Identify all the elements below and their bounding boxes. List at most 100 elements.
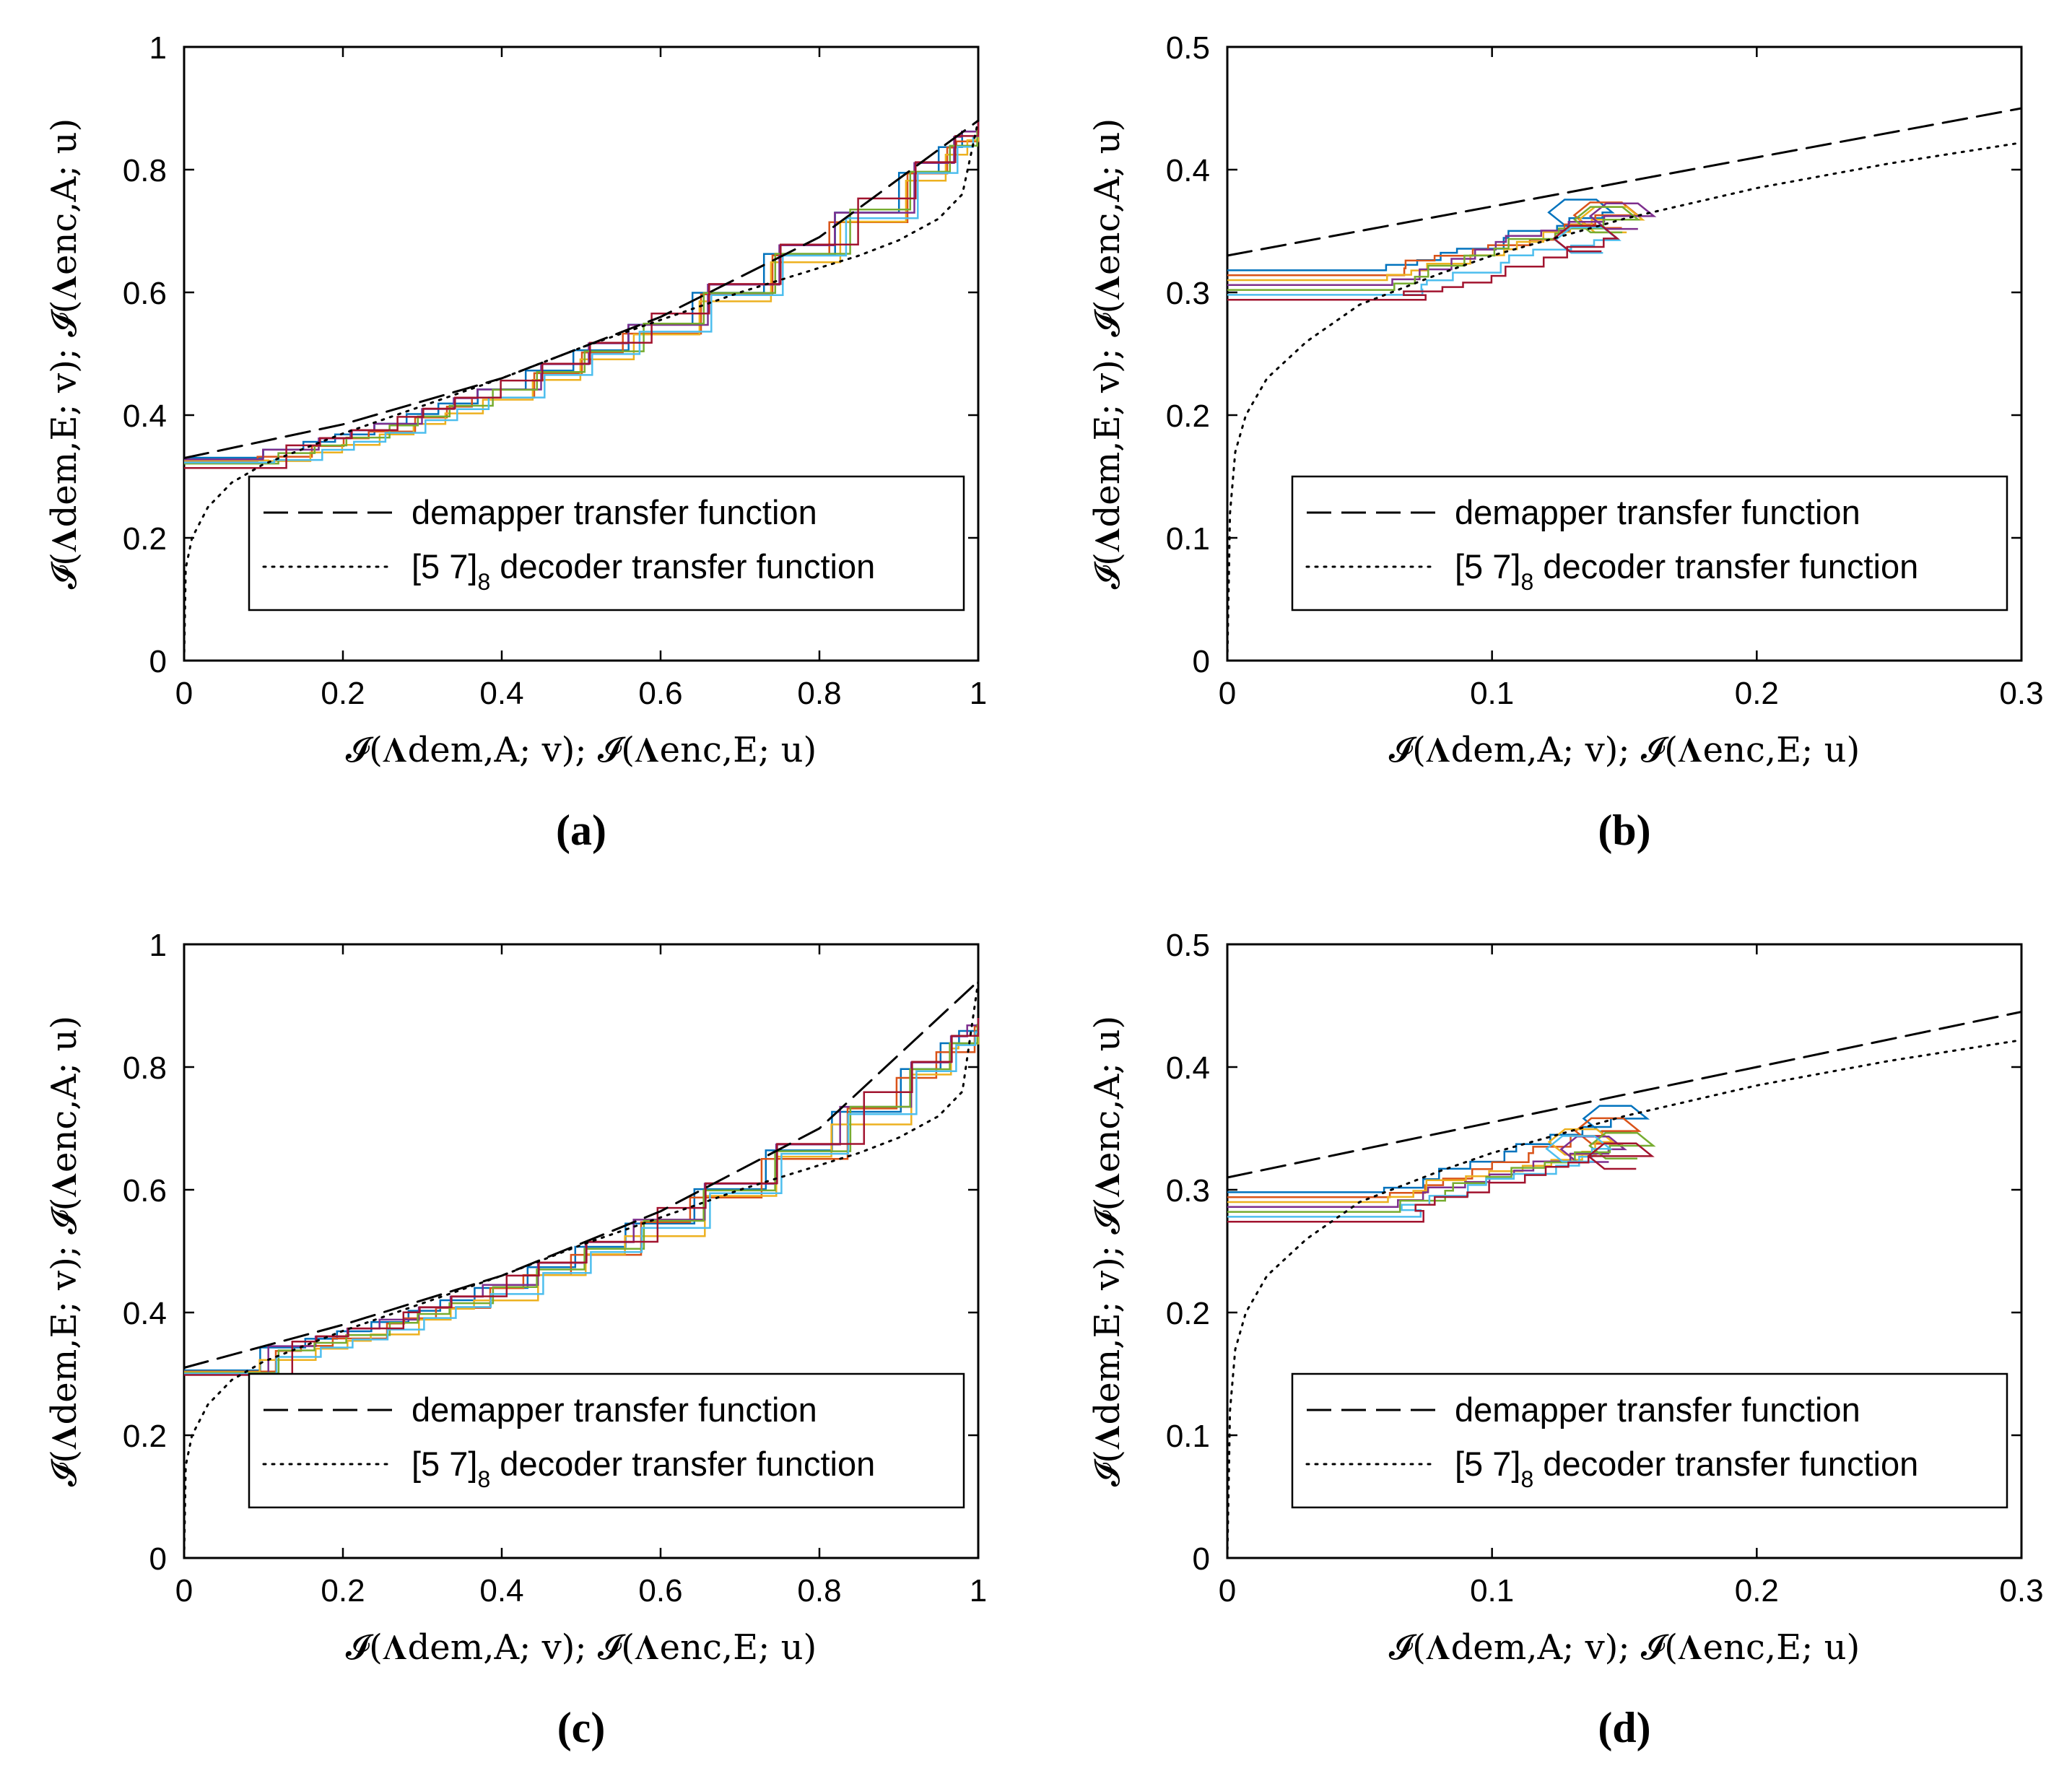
legend-box [248,1372,965,1509]
x-tick-label: 0.2 [1735,676,1779,711]
y-tick-label: 0.4 [123,399,167,434]
trajectory-line [184,1025,978,1372]
legend-demapper-label: demapper transfer function [1455,1390,1860,1429]
x-tick-label: 0.2 [1735,1573,1779,1609]
x-tick-label: 0.8 [797,1573,841,1609]
trajectory-line [184,126,980,465]
panel-b: 0 0.1 0.2 0.3 0 0.1 0.2 0.3 0.4 0.5 demapper trans… [1087,30,2044,854]
x-tick-label: 0.2 [321,676,365,711]
legend-demapper-label: demapper transfer function [1455,493,1860,531]
panel-d: 0 0.1 0.2 0.3 0 0.1 0.2 0.3 0.4 0.5 demapper trans… [1087,928,2044,1751]
trajectory-line [1227,1135,1627,1209]
y-tick-label: 0.2 [1166,399,1210,434]
trajectory-line [1227,206,1645,282]
x-axis-label: 𝓘(𝚲dem,A; v); 𝓘(𝚲enc,E; u) [346,730,817,770]
y-tick-label: 0.4 [123,1296,167,1331]
x-axis-label: 𝓘(𝚲dem,A; v); 𝓘(𝚲enc,E; u) [346,1627,817,1668]
trajectory-line [1227,1105,1650,1193]
y-tick-label: 0.2 [123,521,167,557]
x-tick-label: 0.6 [638,1573,682,1609]
panel-a: 0 0.2 0.4 0.6 0.8 1 0 0.2 0.4 0.6 0.8 1 demapper tra… [44,30,987,854]
x-tick-label: 0.4 [479,1573,523,1609]
x-tick-label: 0.4 [479,676,523,711]
y-tick-label: 0.3 [1166,276,1210,311]
decoder-curve [183,980,980,1559]
legend-demapper-label: demapper transfer function [412,493,817,531]
y-tick-label: 0.6 [123,276,167,311]
legend-box [1291,1372,2008,1509]
trajectory-line [1227,1132,1656,1213]
y-tick-label: 1 [149,30,167,66]
trajectory-line [1227,1142,1655,1223]
trajectory-line [1227,1117,1642,1198]
x-tick-label: 0.3 [1999,676,2043,711]
y-tick-label: 0.5 [1166,928,1210,963]
legend-box [248,475,965,611]
trajectory-line [1227,1128,1616,1203]
trajectory-line [1227,1135,1613,1218]
y-tick-label: 0.5 [1166,30,1210,66]
y-axis-label: 𝓘(𝚲dem,E; v); 𝓘(𝚲enc,A; u) [1087,1016,1128,1487]
trajectory-line [184,1030,980,1375]
x-tick-label: 0 [175,1573,193,1609]
plot-frame [183,943,980,1559]
trajectory-line [184,121,980,461]
plot-frame [183,45,980,662]
legend-demapper-label: demapper transfer function [412,1390,817,1429]
y-tick-label: 0.8 [123,1050,167,1086]
y-tick-label: 0.8 [123,153,167,188]
y-tick-label: 0 [149,1541,167,1577]
y-tick-label: 0.4 [1166,1050,1210,1086]
decoder-curve [183,119,980,662]
x-tick-label: 0.2 [321,1573,365,1609]
legend-decoder-label: [5 7]8 decoder transfer function [1455,1445,1918,1492]
legend-box [1291,475,2008,611]
y-tick-label: 0 [149,644,167,679]
legend: demapper transfer function [5 7]8 decoder… [248,1372,965,1509]
legend: demapper transfer function [5 7]8 decoder… [1291,475,2008,611]
legend-decoder-label: [5 7]8 decoder transfer function [412,1445,875,1492]
plot-frame [1226,45,2023,662]
decoder-curve [1226,142,2023,662]
x-tick-label: 0 [1219,676,1236,711]
x-tick-label: 0 [1219,1573,1236,1609]
y-tick-label: 0.1 [1166,1419,1210,1454]
trajectory-line [184,1018,980,1372]
legend-decoder-label: [5 7]8 decoder transfer function [412,547,875,595]
panel-caption: (d) [1598,1704,1650,1751]
y-tick-label: 0.2 [123,1419,167,1454]
y-tick-label: 0.6 [123,1173,167,1209]
x-tick-label: 1 [970,1573,987,1609]
x-tick-label: 1 [970,676,987,711]
trajectory-line [184,133,980,462]
trajectory-line [1227,202,1657,287]
y-axis-label: 𝓘(𝚲dem,E; v); 𝓘(𝚲enc,A; u) [44,1016,84,1487]
y-tick-label: 0.2 [1166,1296,1210,1331]
y-tick-label: 1 [149,928,167,963]
demapper-curve [1226,1011,2023,1179]
plot-frame [1226,943,2023,1559]
y-tick-label: 0.4 [1166,153,1210,188]
trajectory-line [184,121,980,469]
demapper-curve [1226,107,2023,257]
y-tick-label: 0 [1193,1541,1210,1577]
y-tick-label: 0 [1193,644,1210,679]
decoder-curve [1226,1039,2023,1559]
trajectory-line [184,1018,980,1376]
trajectory-line [184,1030,980,1373]
y-tick-label: 0.3 [1166,1173,1210,1209]
x-tick-label: 0.3 [1999,1573,2043,1609]
x-tick-label: 0.1 [1470,1573,1514,1609]
legend: demapper transfer function [5 7]8 decoder… [1291,1372,2008,1509]
panel-caption: (b) [1598,806,1650,854]
y-tick-label: 0.1 [1166,521,1210,557]
trajectory-line [184,126,980,462]
trajectory-line [184,133,980,463]
panel-c: 0 0.2 0.4 0.6 0.8 1 0 0.2 0.4 0.6 0.8 1 demapper tra… [44,928,987,1751]
y-axis-label: 𝓘(𝚲dem,E; v); 𝓘(𝚲enc,A; u) [1087,118,1128,590]
trajectory-line [184,121,980,459]
x-tick-label: 0.1 [1470,676,1514,711]
x-axis-label: 𝓘(𝚲dem,A; v); 𝓘(𝚲enc,E; u) [1389,1627,1860,1668]
legend-decoder-label: [5 7]8 decoder transfer function [1455,547,1918,595]
demapper-curve [183,980,980,1369]
